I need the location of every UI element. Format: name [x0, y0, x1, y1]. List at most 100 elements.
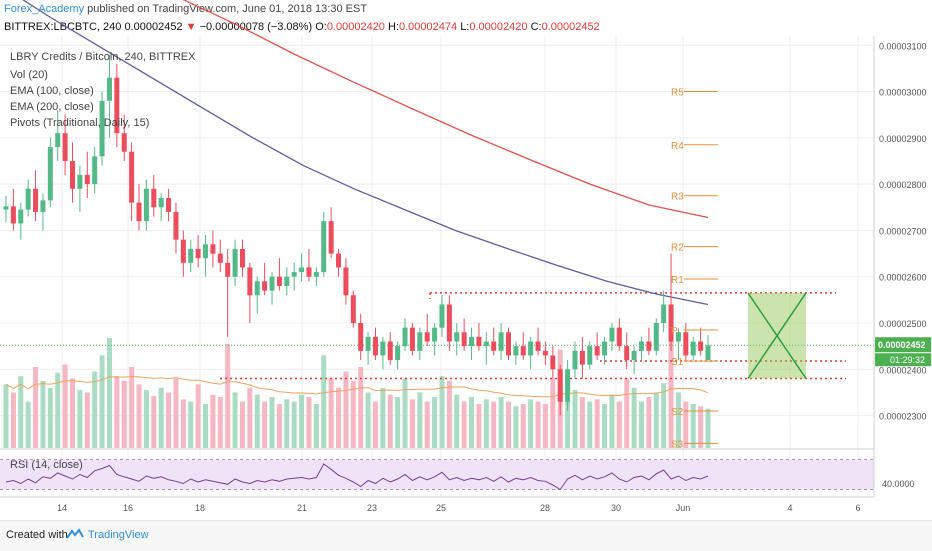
- volume-bar: [232, 392, 238, 448]
- pivot-label: S1: [671, 357, 684, 368]
- candle-body: [461, 332, 467, 347]
- price-tick-label: 0.00002300: [879, 412, 927, 422]
- volume-bar: [77, 390, 83, 448]
- volume-bar: [276, 404, 282, 448]
- volume-bar: [84, 392, 90, 448]
- candle-body: [262, 281, 268, 291]
- volume-bar: [47, 387, 53, 448]
- volume-bar: [195, 384, 201, 448]
- volume-bar: [520, 404, 526, 448]
- volume-bar: [668, 341, 674, 448]
- candle-body: [417, 332, 423, 351]
- candle-body: [99, 100, 105, 157]
- candle-body: [129, 151, 135, 203]
- time-axis[interactable]: 14 16 18 21 23 25 28 30 Jun 4 6: [0, 496, 874, 513]
- volume-bar: [158, 387, 164, 448]
- ohlc-header: BITTREX:LBCBTC, 240 0.00002452 ▼ −0.0000…: [4, 21, 600, 33]
- candle-body: [92, 156, 98, 185]
- price-tick-label: 0.00002700: [879, 226, 927, 236]
- candle-body: [336, 253, 342, 268]
- volume-bar: [188, 401, 194, 448]
- tradingview-link[interactable]: TradingView: [88, 529, 149, 541]
- volume-bar: [372, 401, 378, 448]
- volume-bar: [528, 399, 534, 448]
- level-lines: [0, 292, 874, 380]
- volume-bar: [624, 378, 630, 448]
- author-link[interactable]: Forex_Academy: [4, 3, 85, 15]
- price-chart[interactable]: R5 R4 R3 R2 R1 P S1 S2 S3 LBRY Credits / Bitcoin…: [0, 0, 932, 520]
- change-down-icon: ▼: [185, 21, 197, 33]
- volume-bar: [106, 338, 112, 448]
- volume-bar: [262, 401, 268, 448]
- time-tick-label: 30: [611, 503, 621, 513]
- volume-bar: [432, 397, 438, 448]
- candle-body: [498, 332, 504, 351]
- candle-body: [683, 332, 689, 356]
- volume-bar: [424, 401, 430, 448]
- volume-bar: [3, 384, 9, 448]
- tradingview-logo-icon: [66, 528, 84, 539]
- volume-bar: [10, 392, 16, 448]
- candle-body: [395, 346, 401, 361]
- volume-bar: [284, 399, 290, 448]
- volume-bar: [210, 394, 216, 448]
- candle-body: [3, 206, 9, 210]
- volume-bar: [387, 394, 393, 448]
- high-label: H:: [388, 21, 399, 33]
- volume-bar: [476, 404, 482, 448]
- price-tick-label: 0.00002400: [879, 365, 927, 375]
- volume-bar: [18, 376, 24, 448]
- open-value: 0.00002420: [326, 21, 385, 33]
- legend-entry: EMA (100, close): [10, 85, 94, 97]
- volume-bar: [594, 399, 600, 448]
- volume-bar: [609, 394, 615, 448]
- price-axis[interactable]: 0.00003100 0.00003000 0.00002900 0.00002800…: [873, 36, 931, 497]
- volume-bar: [550, 378, 556, 448]
- price-tick-label: 0.00003000: [879, 88, 927, 98]
- publish-info: published on TradingView.com, June 01, 2…: [87, 3, 368, 15]
- volume-bar: [321, 355, 327, 448]
- candle-body: [203, 244, 209, 259]
- volume-bar: [217, 397, 223, 448]
- candle-body: [70, 160, 76, 189]
- volume-bar: [572, 390, 578, 448]
- candle-body: [151, 188, 157, 208]
- candle-body: [114, 77, 120, 134]
- price-tick-label: 0.00002600: [879, 273, 927, 283]
- current-price-tag: [875, 337, 931, 353]
- candle-body: [594, 346, 600, 356]
- countdown-tag: [875, 353, 931, 367]
- candle-body: [520, 346, 526, 356]
- rsi-tick-label: 40.0000: [882, 479, 915, 489]
- candle-body: [380, 341, 386, 356]
- price-tick-label: 0.00002800: [879, 180, 927, 190]
- volume-bar: [469, 397, 475, 448]
- candle-body: [166, 198, 172, 212]
- volume-bar: [92, 371, 98, 448]
- candle-body: [624, 346, 630, 361]
- volume-bar: [395, 397, 401, 448]
- volume-bar: [498, 397, 504, 448]
- volume-bar: [417, 392, 423, 448]
- open-label: O:: [315, 21, 327, 33]
- candles: [3, 54, 711, 416]
- candle-body: [587, 346, 593, 365]
- candle-body: [210, 244, 216, 254]
- candle-body: [269, 276, 275, 291]
- candle-body: [195, 248, 201, 259]
- candle-body: [299, 267, 305, 273]
- volume-bar: [646, 397, 652, 448]
- candle-body: [284, 276, 290, 286]
- candle-body: [358, 323, 364, 351]
- volume-bar: [166, 392, 172, 448]
- volume-bar: [579, 397, 585, 448]
- projection-diagonal: [747, 292, 807, 379]
- low-value: 0.00002420: [469, 21, 528, 33]
- legend: LBRY Credits / Bitcoin, 240, BITTREX Vol …: [10, 51, 196, 129]
- candle-body: [10, 206, 16, 224]
- volume-bar: [254, 394, 260, 448]
- volume-bar: [439, 376, 445, 448]
- candle-body: [446, 304, 452, 342]
- volume-bar: [461, 401, 467, 448]
- volume-bar: [269, 397, 275, 448]
